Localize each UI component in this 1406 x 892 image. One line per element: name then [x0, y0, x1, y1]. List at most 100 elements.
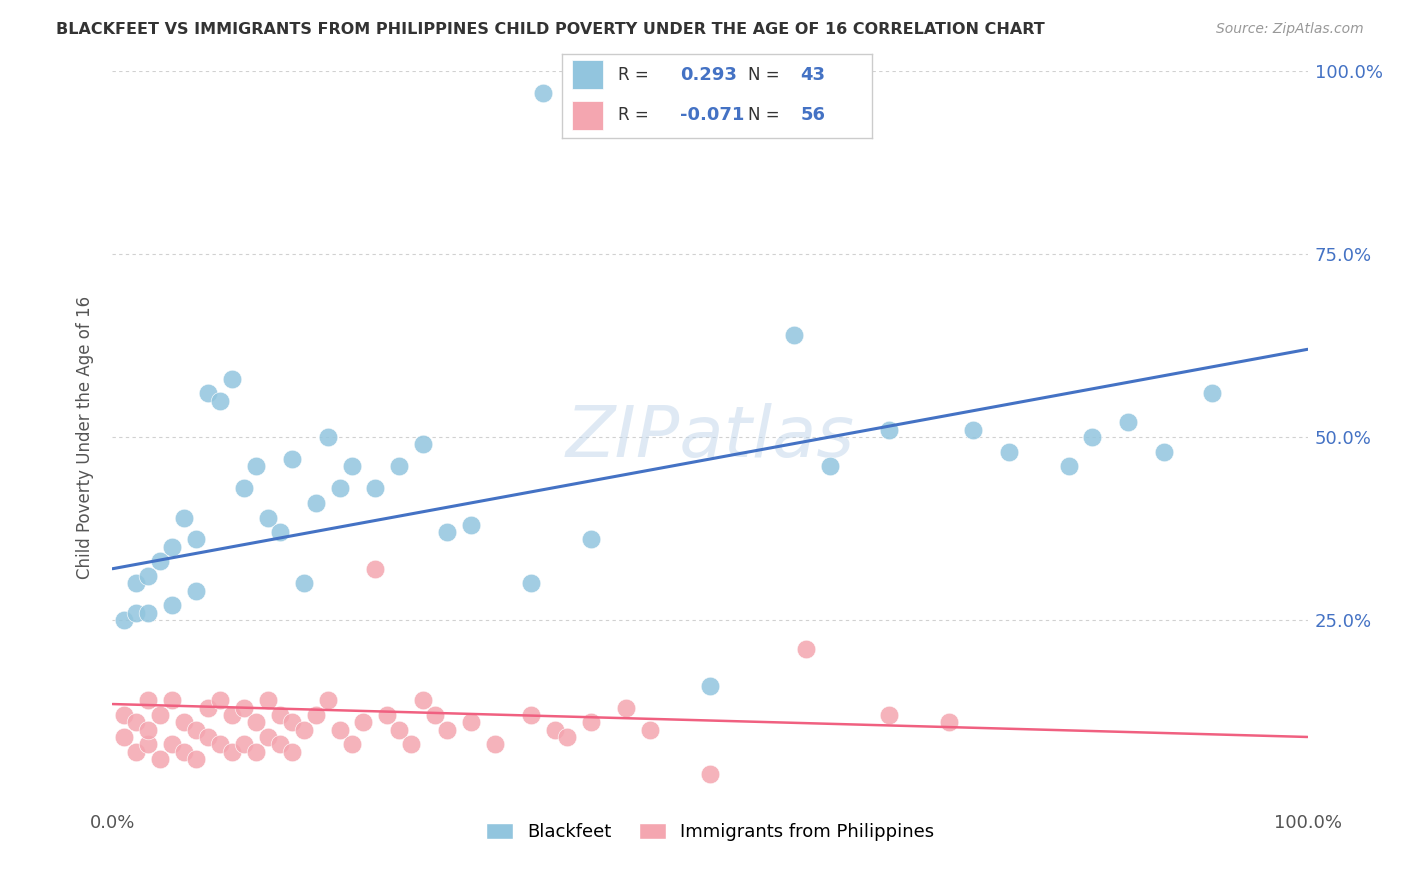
Point [281, 452, 304, 467]
Text: 0.293: 0.293 [681, 66, 737, 84]
Point [245, 459, 267, 474]
Point [340, 737, 363, 751]
Point [1153, 444, 1175, 458]
Point [162, 599, 183, 613]
Point [352, 715, 374, 730]
Point [329, 723, 352, 737]
Point [377, 708, 399, 723]
Point [460, 715, 482, 730]
Point [305, 496, 328, 510]
Point [579, 715, 602, 730]
Point [412, 693, 434, 707]
Point [484, 737, 506, 751]
Bar [572, 101, 603, 130]
Point [197, 386, 219, 401]
Point [316, 693, 339, 707]
Point [149, 554, 172, 568]
Point [699, 679, 721, 693]
Point [1081, 430, 1104, 444]
Point [579, 533, 602, 547]
Point [114, 708, 135, 723]
Point [138, 569, 160, 583]
Point [794, 642, 817, 657]
Point [364, 481, 387, 495]
Text: R =: R = [619, 66, 659, 84]
Point [460, 517, 482, 532]
Point [257, 693, 280, 707]
Point [616, 700, 638, 714]
Point [125, 606, 148, 620]
Point [125, 715, 148, 730]
Point [221, 371, 243, 385]
Point [1118, 416, 1140, 430]
Point [186, 723, 208, 737]
Legend: Blackfeet, Immigrants from Philippines: Blackfeet, Immigrants from Philippines [478, 816, 942, 848]
Point [388, 723, 411, 737]
Point [173, 715, 195, 730]
Point [209, 693, 232, 707]
Point [125, 745, 148, 759]
Point [818, 459, 841, 474]
Point [186, 752, 208, 766]
Point [269, 737, 291, 751]
Point [245, 745, 267, 759]
Point [186, 533, 208, 547]
Point [186, 583, 208, 598]
Point [221, 708, 243, 723]
Point [257, 510, 280, 524]
Point [412, 437, 434, 451]
Point [221, 745, 243, 759]
Point [233, 481, 256, 495]
Point [640, 723, 662, 737]
Point [269, 708, 291, 723]
Point [401, 737, 423, 751]
Point [305, 708, 328, 723]
Point [162, 737, 183, 751]
Bar [572, 61, 603, 89]
Point [138, 723, 160, 737]
Point [257, 730, 280, 744]
Point [281, 745, 304, 759]
Text: BLACKFEET VS IMMIGRANTS FROM PHILIPPINES CHILD POVERTY UNDER THE AGE OF 16 CORRE: BLACKFEET VS IMMIGRANTS FROM PHILIPPINES… [56, 22, 1045, 37]
Point [879, 423, 901, 437]
Point [699, 766, 721, 780]
Point [425, 708, 447, 723]
Point [162, 693, 183, 707]
Point [209, 737, 232, 751]
Point [292, 723, 315, 737]
Point [197, 730, 219, 744]
Point [998, 444, 1021, 458]
Text: ZIPatlas: ZIPatlas [565, 402, 855, 472]
Point [520, 576, 543, 591]
Point [138, 737, 160, 751]
Point [173, 510, 195, 524]
Text: N =: N = [748, 66, 785, 84]
Point [316, 430, 339, 444]
Point [329, 481, 352, 495]
Point [173, 745, 195, 759]
Text: Source: ZipAtlas.com: Source: ZipAtlas.com [1216, 22, 1364, 37]
Point [233, 700, 256, 714]
Point [162, 540, 183, 554]
Point [138, 693, 160, 707]
Point [149, 752, 172, 766]
Point [269, 525, 291, 540]
Point [436, 525, 458, 540]
Point [782, 327, 804, 342]
Point [138, 606, 160, 620]
Text: -0.071: -0.071 [681, 106, 744, 124]
Point [364, 562, 387, 576]
Point [245, 715, 267, 730]
Point [114, 730, 135, 744]
Point [149, 708, 172, 723]
Point [938, 715, 960, 730]
Point [209, 393, 232, 408]
Point [125, 576, 148, 591]
Point [197, 700, 219, 714]
Point [292, 576, 315, 591]
Point [543, 723, 565, 737]
Point [281, 715, 304, 730]
Point [436, 723, 458, 737]
Point [233, 737, 256, 751]
Point [1201, 386, 1223, 401]
